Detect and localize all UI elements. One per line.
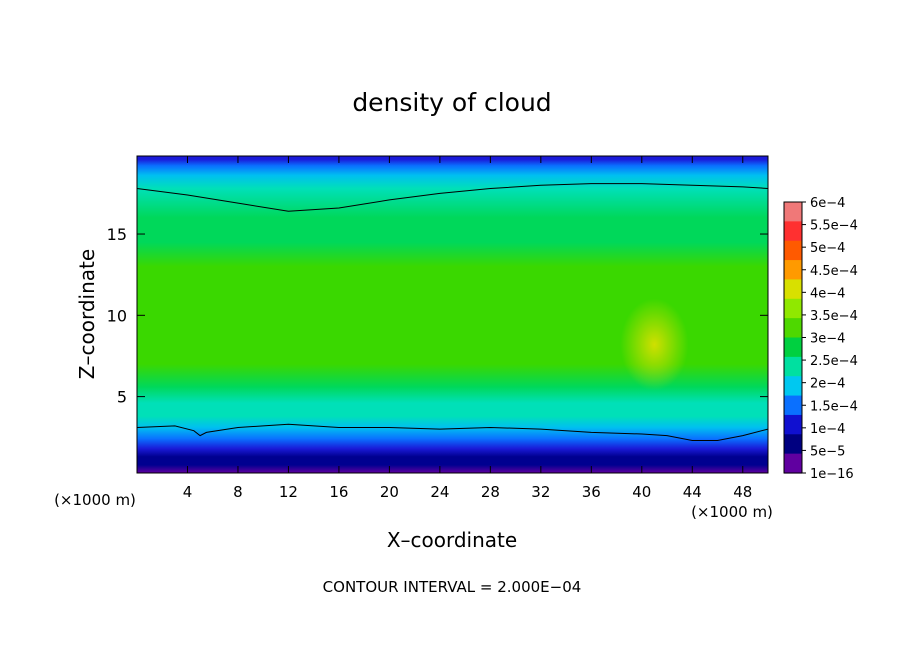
colorbar-label: 6e−4 [810, 196, 845, 211]
x-tick-label: 40 [632, 483, 651, 501]
x-tick-label: 32 [531, 483, 550, 501]
colorbar: 6e−4 5.5e−4 5e−4 4.5e−4 4e−4 3.5e−4 3e−4 2.5e−4… [783, 196, 858, 482]
colorbar-label: 5e−4 [810, 241, 845, 256]
contour-line [137, 183, 768, 212]
x-axis-label: X–coordinate [387, 528, 517, 552]
colorbar-label: 4.5e−4 [810, 264, 858, 279]
colorbar-label: 3e−4 [810, 332, 845, 347]
colorbar-swatch [784, 279, 802, 300]
colorbar-label: 1e−16 [810, 467, 854, 482]
colorbar-swatch [784, 318, 802, 339]
colorbar-swatch [784, 202, 802, 222]
y-axis-label: Z–coordinate [75, 249, 99, 379]
x-tick-label: 16 [329, 483, 348, 501]
chart-title: density of cloud [352, 88, 551, 117]
x-tick-label: 4 [183, 483, 193, 501]
plot-frame [136, 155, 769, 474]
x-tick-label: 20 [380, 483, 399, 501]
x-tick-label: 44 [683, 483, 702, 501]
colorbar-swatch [784, 260, 802, 281]
colorbar-swatch [784, 221, 802, 242]
colorbar-swatch [784, 414, 802, 435]
x-tick-label: 24 [430, 483, 449, 501]
x-unit-label-left: (×1000 m) [54, 491, 136, 509]
colorbar-label: 4e−4 [810, 286, 845, 301]
colorbar-label: 3.5e−4 [810, 309, 858, 324]
colorbar-swatch [784, 395, 802, 416]
y-tick-label: 10 [107, 306, 127, 325]
x-tick-label: 48 [733, 483, 752, 501]
colorbar-label: 1.5e−4 [810, 399, 858, 414]
y-tick-label: 5 [117, 388, 127, 407]
colorbar-label: 2e−4 [810, 377, 845, 392]
colorbar-label: 2.5e−4 [810, 354, 858, 369]
colorbar-label: 1e−4 [810, 422, 845, 437]
colorbar-swatch [784, 298, 802, 319]
colorbar-swatch [784, 337, 802, 358]
x-unit-label-right: (×1000 m) [691, 503, 773, 521]
contour-lines [137, 183, 768, 441]
contour-line [137, 423, 768, 441]
y-tick-label: 15 [107, 225, 127, 244]
x-tick-label: 36 [582, 483, 601, 501]
x-tick-label: 8 [233, 483, 243, 501]
colorbar-swatch [784, 434, 802, 455]
x-tick-label: 12 [279, 483, 298, 501]
colorbar-label: 5.5e−4 [810, 219, 858, 234]
contour-interval-note: CONTOUR INTERVAL = 2.000E−04 [323, 578, 582, 596]
density-max-region [620, 298, 689, 391]
colorbar-swatch [784, 453, 802, 474]
colorbar-swatch [784, 376, 802, 397]
colorbar-label: 5e−5 [810, 444, 845, 459]
y-axis-ticks: 5 10 15 [107, 225, 768, 407]
x-tick-label: 28 [481, 483, 500, 501]
colorbar-swatch [784, 356, 802, 377]
x-axis-ticks: 4 8 12 16 20 24 28 32 36 40 44 48 [183, 156, 752, 501]
colorbar-swatch [784, 240, 802, 261]
